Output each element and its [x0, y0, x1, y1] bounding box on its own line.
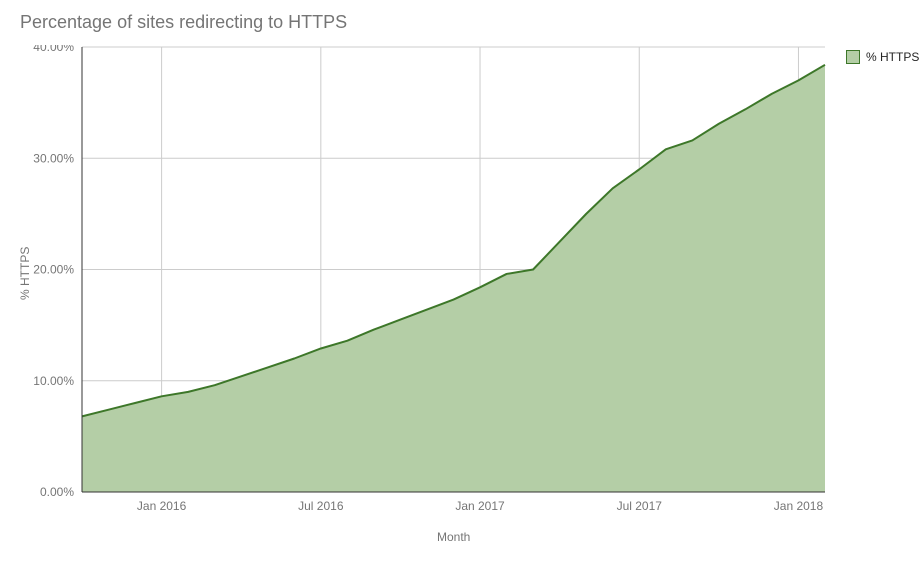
y-tick-label: 40.00%	[33, 45, 74, 54]
legend-label: % HTTPS	[866, 50, 919, 64]
y-tick-label: 0.00%	[40, 485, 74, 499]
legend: % HTTPS	[846, 50, 919, 64]
y-tick-label: 10.00%	[33, 374, 74, 388]
y-tick-label: 20.00%	[33, 263, 74, 277]
plot-area: 0.00% 10.00% 20.00% 30.00% 40.00% Jan 2016 Jul…	[27, 45, 827, 522]
x-tick-label: Jul 2017	[617, 499, 663, 513]
area-fill	[82, 65, 825, 492]
x-tick-label: Jan 2018	[774, 499, 824, 513]
x-axis-title: Month	[437, 530, 470, 544]
chart-container: { "chart": { "type": "area", "title": "P…	[0, 0, 924, 562]
chart-title: Percentage of sites redirecting to HTTPS	[20, 12, 347, 33]
x-tick-label: Jul 2016	[298, 499, 344, 513]
x-tick-label: Jan 2017	[455, 499, 505, 513]
legend-swatch	[846, 50, 860, 64]
y-tick-label: 30.00%	[33, 151, 74, 165]
x-tick-label: Jan 2016	[137, 499, 187, 513]
